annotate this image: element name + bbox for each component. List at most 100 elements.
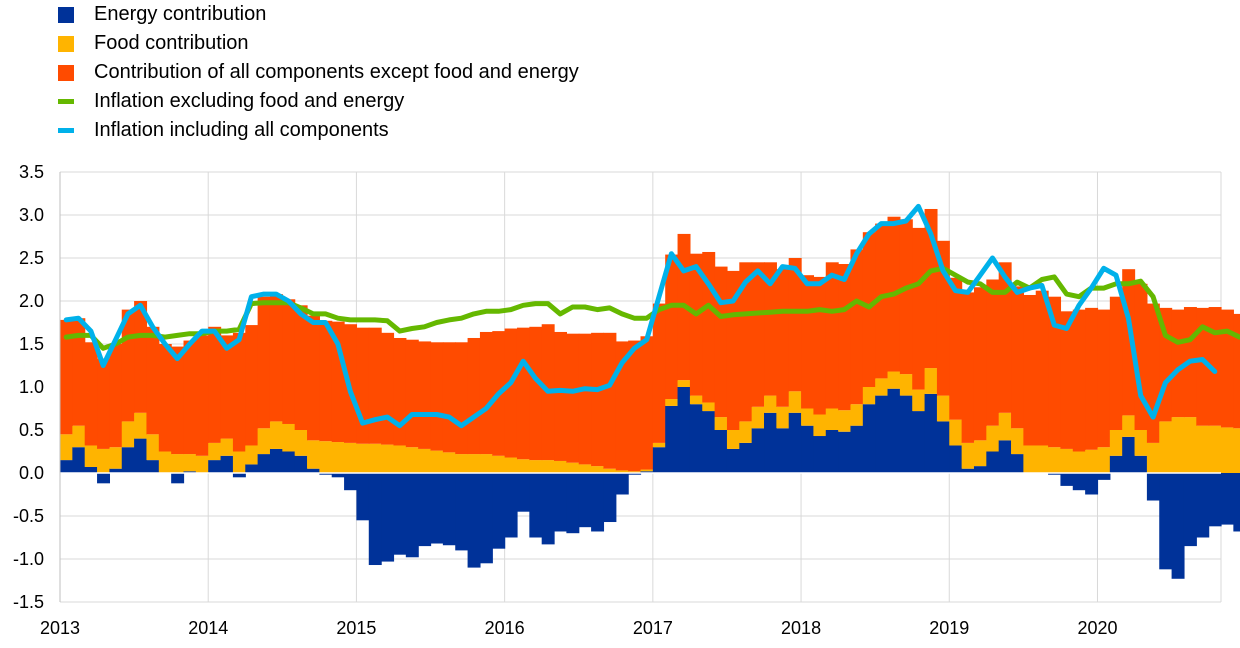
energy-bar xyxy=(788,412,802,473)
core-bar xyxy=(603,332,617,469)
food-bar xyxy=(72,425,86,448)
core-bar xyxy=(825,262,839,409)
food-bar xyxy=(232,451,246,473)
core-bar xyxy=(183,340,197,455)
energy-bar xyxy=(529,473,543,538)
food-bar xyxy=(566,462,580,473)
food-bar xyxy=(936,395,950,422)
energy-bar xyxy=(269,448,283,473)
energy-bar xyxy=(801,425,815,473)
food-bar xyxy=(282,423,296,452)
energy-bar xyxy=(875,395,889,473)
energy-bar xyxy=(418,473,432,547)
food-bar xyxy=(887,371,901,389)
energy-bar xyxy=(739,442,753,473)
food-bar xyxy=(578,464,592,473)
food-bar xyxy=(554,460,567,473)
core-bar xyxy=(949,277,963,420)
core-bar xyxy=(220,335,234,439)
x-tick-label: 2020 xyxy=(1077,618,1117,638)
energy-bar xyxy=(1122,436,1136,473)
core-bar xyxy=(97,358,111,449)
y-tick-label: -0.5 xyxy=(13,506,44,526)
legend-label-all: Inflation including all components xyxy=(94,119,389,141)
energy-bar xyxy=(430,473,444,544)
core-bar xyxy=(418,341,432,449)
x-tick-label: 2019 xyxy=(929,618,969,638)
core-bar xyxy=(788,258,802,392)
core-bar xyxy=(875,223,889,379)
core-bar xyxy=(998,262,1012,413)
energy-bar xyxy=(726,448,740,473)
core-bar xyxy=(134,301,148,413)
core-bar xyxy=(516,327,530,460)
x-tick-label: 2013 xyxy=(40,618,80,638)
food-bar xyxy=(245,445,259,465)
legend-item-all: Inflation including all components xyxy=(58,116,579,145)
energy-bar xyxy=(1208,473,1222,527)
core-bar xyxy=(171,346,185,455)
energy-bar xyxy=(689,404,703,473)
food-bar xyxy=(924,368,938,394)
food-bar xyxy=(1183,417,1197,473)
y-tick-label: 1.0 xyxy=(19,377,44,397)
food-bar xyxy=(702,402,716,412)
energy-bar xyxy=(1072,473,1086,491)
food-bar xyxy=(1097,447,1111,473)
food-bar xyxy=(492,455,506,473)
energy-bar xyxy=(257,454,271,473)
core-bar xyxy=(665,254,679,400)
y-tick-label: -1.0 xyxy=(13,549,44,569)
energy-bar xyxy=(850,425,864,473)
axis-layer xyxy=(59,172,1221,602)
energy-bar xyxy=(764,412,777,473)
food-bar xyxy=(1221,427,1234,473)
energy-bar xyxy=(72,447,86,473)
bars-layer xyxy=(60,208,1240,579)
core-bar xyxy=(1171,309,1185,418)
core-bar xyxy=(1233,313,1240,429)
core-bar xyxy=(1023,294,1037,446)
food-bar xyxy=(430,450,444,473)
food-bar xyxy=(677,380,691,387)
energy-bar xyxy=(554,473,567,532)
core-bar xyxy=(393,337,407,446)
legend-item-core: Contribution of all components except fo… xyxy=(58,58,579,87)
legend-label-energy: Energy contribution xyxy=(94,3,267,25)
core-bar xyxy=(1060,311,1074,449)
food-bar xyxy=(84,445,98,467)
core-bar xyxy=(899,219,913,375)
legend-item-food: Food contribution xyxy=(58,29,579,58)
energy-bar xyxy=(949,445,963,473)
energy-bar xyxy=(1221,473,1234,525)
food-bar xyxy=(862,387,876,405)
core-bar xyxy=(319,320,333,442)
core-bar xyxy=(232,332,246,452)
food-bar xyxy=(146,434,160,461)
core-bar xyxy=(245,325,259,446)
core-bar xyxy=(195,335,209,456)
food-bar xyxy=(973,440,987,467)
energy-bar xyxy=(541,473,555,545)
food-bar xyxy=(591,466,605,473)
core-bar xyxy=(739,262,753,422)
core-bar xyxy=(467,337,481,455)
chart-legend: Energy contribution Food contribution Co… xyxy=(58,0,579,145)
food-bar xyxy=(665,399,679,406)
energy-bar xyxy=(245,464,259,473)
core-bar xyxy=(430,342,444,451)
energy-bar xyxy=(479,473,493,564)
core-bar xyxy=(862,232,876,387)
core-bar xyxy=(1072,309,1086,452)
food-bar xyxy=(986,425,1000,452)
core-bar xyxy=(269,294,283,422)
food-bar xyxy=(269,421,283,449)
energy-bar xyxy=(492,473,506,549)
food-bar xyxy=(689,395,703,405)
food-bar xyxy=(899,374,913,396)
food-bar xyxy=(1060,448,1074,473)
core-bar xyxy=(1011,286,1024,429)
core-bar xyxy=(1097,309,1111,448)
food-bar xyxy=(504,457,518,473)
energy-bar xyxy=(1048,473,1062,475)
